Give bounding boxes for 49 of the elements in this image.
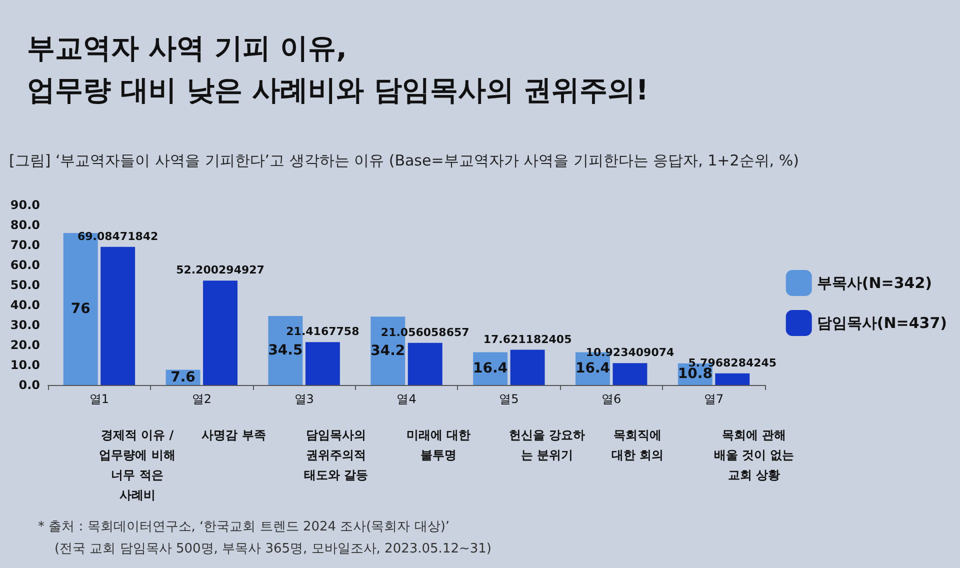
bar bbox=[715, 373, 750, 385]
bar bbox=[408, 342, 442, 385]
x-tick-label: 열1 bbox=[89, 392, 110, 406]
chart-title: 부교역자 사역 기피 이유, 업무량 대비 낮은 사례비와 담임목사의 권위주의! bbox=[27, 32, 649, 106]
data-label: 17.621182405 bbox=[483, 332, 572, 346]
legend-label: 부목사(N=342) bbox=[816, 274, 932, 292]
x-tick-label: 열2 bbox=[192, 392, 212, 406]
data-label: 34.2 bbox=[370, 342, 406, 359]
data-label: 76 bbox=[70, 301, 90, 317]
data-label: 10.8 bbox=[678, 366, 712, 382]
text: 목회직에 대한 회의 bbox=[611, 428, 664, 462]
x-tick-label: 열3 bbox=[294, 392, 314, 406]
x-tick-label: 열7 bbox=[704, 392, 724, 406]
data-label: 52.200294927 bbox=[176, 264, 264, 277]
text: * 출처 : 목회데이터연구소, ‘한국교회 트렌드 2024 조사(목회자 대상)’ (전국 교회 담임목사 500명, 부목사 365명, 모바일조사, 2023.05.12~31) bbox=[38, 520, 492, 556]
data-label: 21.056058657 bbox=[380, 326, 470, 339]
y-tick-label: 80.0 bbox=[10, 218, 40, 232]
text: 목회에 관해 배울 것이 없는 교회 상황 bbox=[714, 428, 794, 482]
chart-subtitle: [그림] ‘부교역자들이 사역을 기피한다’고 생각하는 이유 (Base=부교역자가 사역을 기피한다는 응답자, 1+2순위, %) bbox=[9, 152, 799, 170]
y-tick-label: 10.0 bbox=[10, 358, 40, 372]
bar bbox=[305, 342, 340, 385]
data-label: 16.4 bbox=[473, 360, 508, 377]
bar bbox=[100, 246, 136, 385]
y-tick-label: 50.0 bbox=[10, 278, 40, 292]
data-label: 69.08471842 bbox=[77, 230, 158, 243]
y-tick-label: 40.0 bbox=[10, 298, 40, 312]
y-tick-label: 20.0 bbox=[10, 338, 40, 352]
data-label: 16.4 bbox=[575, 360, 610, 377]
y-tick-label: 0.0 bbox=[18, 378, 40, 392]
text: 미래에 대한 불투명 bbox=[406, 428, 471, 462]
data-label: 10.923409074 bbox=[586, 346, 674, 360]
y-tick-label: 90.0 bbox=[10, 198, 40, 212]
text: 담임목사의 권위주의적 태도와 갈등 bbox=[304, 428, 368, 482]
data-label: 34.5 bbox=[268, 342, 303, 358]
x-tick-label: 열5 bbox=[499, 392, 519, 406]
text: 경제적 이유 / 업무량에 비해 너무 적은 사례비 bbox=[99, 428, 176, 502]
text: 헌신을 강요하 는 분위기 bbox=[508, 428, 586, 462]
data-label: 21.4167758 bbox=[286, 325, 360, 338]
bar bbox=[203, 280, 238, 385]
text: 사명감 부족 bbox=[202, 428, 266, 442]
y-tick-label: 60.0 bbox=[10, 258, 40, 272]
x-tick-label: 열6 bbox=[602, 392, 622, 406]
bar bbox=[612, 363, 648, 385]
y-tick-label: 70.0 bbox=[10, 238, 40, 252]
x-tick-label: 열4 bbox=[396, 392, 416, 406]
y-tick-label: 30.0 bbox=[10, 318, 40, 332]
bar bbox=[510, 350, 545, 385]
legend-label: 담임목사(N=437) bbox=[816, 314, 948, 332]
data-label: 7.6 bbox=[170, 369, 196, 386]
